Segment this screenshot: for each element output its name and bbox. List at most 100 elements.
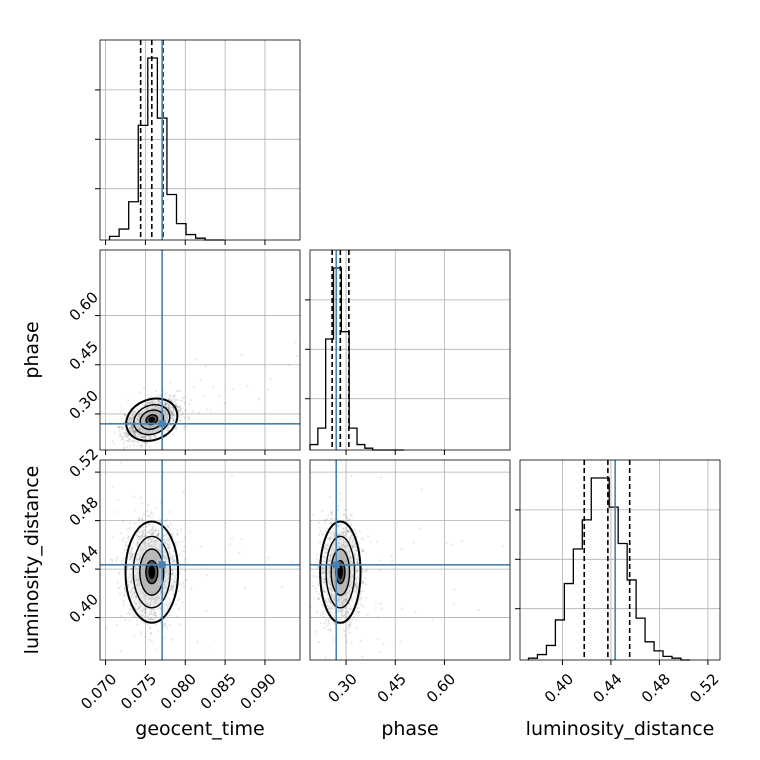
sample-point [123,537,126,540]
sample-point [355,584,358,587]
sample-point [169,588,172,591]
sample-point [143,611,147,614]
sample-point [133,430,137,433]
sample-point [322,567,325,570]
sample-point [151,528,154,531]
sample-point [130,581,133,584]
sample-point [169,623,172,626]
sample-point [135,543,138,546]
sample-point [133,613,136,616]
sample-point [147,531,151,534]
sample-point [188,416,191,420]
sample-point [146,614,150,617]
sample-point [130,424,133,427]
sample-point [149,400,152,404]
sample-point [119,432,122,435]
sample-point [166,546,169,550]
sample-point [162,622,165,626]
sample-point [187,451,189,453]
sample-point [151,608,154,611]
sample-point [165,402,168,405]
sample-point [151,533,154,536]
sample-point [150,401,154,404]
sample-point [172,584,175,587]
sample-point [178,415,181,418]
sample-point [156,534,160,537]
sample-point [205,408,208,411]
sample-point [130,593,134,596]
sample-point [66,578,68,580]
sample-point [126,565,129,568]
sample-point [163,622,167,625]
sample-point [140,436,143,439]
sample-point [130,424,133,427]
sample-point [127,420,130,423]
sample-point [168,550,171,553]
sample-point [328,608,331,611]
sample-point [231,387,234,391]
sample-point [171,410,174,414]
sample-point [113,431,116,434]
sample-point [329,629,332,633]
sample-point [133,553,136,556]
sample-point [172,550,175,553]
sample-point [126,528,129,531]
sample-point [132,430,136,433]
sample-point [167,406,171,409]
sample-point [171,419,175,422]
sample-point [171,406,174,409]
sample-point [169,557,172,560]
sample-point [127,418,131,422]
sample-point [138,518,141,521]
sample-point [131,615,135,618]
sample-point [501,545,504,548]
sample-point [136,535,140,538]
sample-point [150,530,153,534]
sample-point [146,618,149,621]
sample-point [109,558,112,561]
sample-point [170,406,173,409]
sample-point [169,421,172,424]
sample-point [134,604,137,607]
sample-point [170,414,173,417]
sample-point [119,461,122,464]
sample-point [183,545,186,548]
sample-point [111,560,114,564]
sample-point [166,543,169,547]
sample-point [141,502,144,505]
sample-point [136,541,140,544]
sample-point [166,429,169,432]
sample-point [154,435,157,438]
sample-point [150,618,153,621]
sample-point [170,585,174,589]
sample-point [144,611,147,615]
sample-point [328,495,332,498]
sample-point [171,410,174,414]
sample-point [377,616,380,619]
sample-point [131,424,134,427]
sample-point [171,586,174,589]
sample-point [137,535,140,538]
sample-point [139,535,142,538]
sample-point [168,602,171,605]
sample-point [333,622,336,626]
sample-point [172,407,175,410]
sample-point [159,612,162,616]
sample-point [143,535,146,538]
sample-point [148,437,151,441]
sample-point [166,523,169,526]
sample-point [141,608,144,611]
sample-point [178,590,181,593]
sample-point [153,399,156,402]
sample-point [159,517,162,521]
sample-point [186,415,190,418]
sample-point [295,354,299,358]
sample-point [130,587,133,590]
sample-point [141,518,144,521]
sample-point [167,543,170,547]
sample-point [130,548,133,552]
sample-point [185,578,188,582]
sample-point [171,593,175,596]
sample-point [136,607,140,611]
sample-point [129,429,133,432]
